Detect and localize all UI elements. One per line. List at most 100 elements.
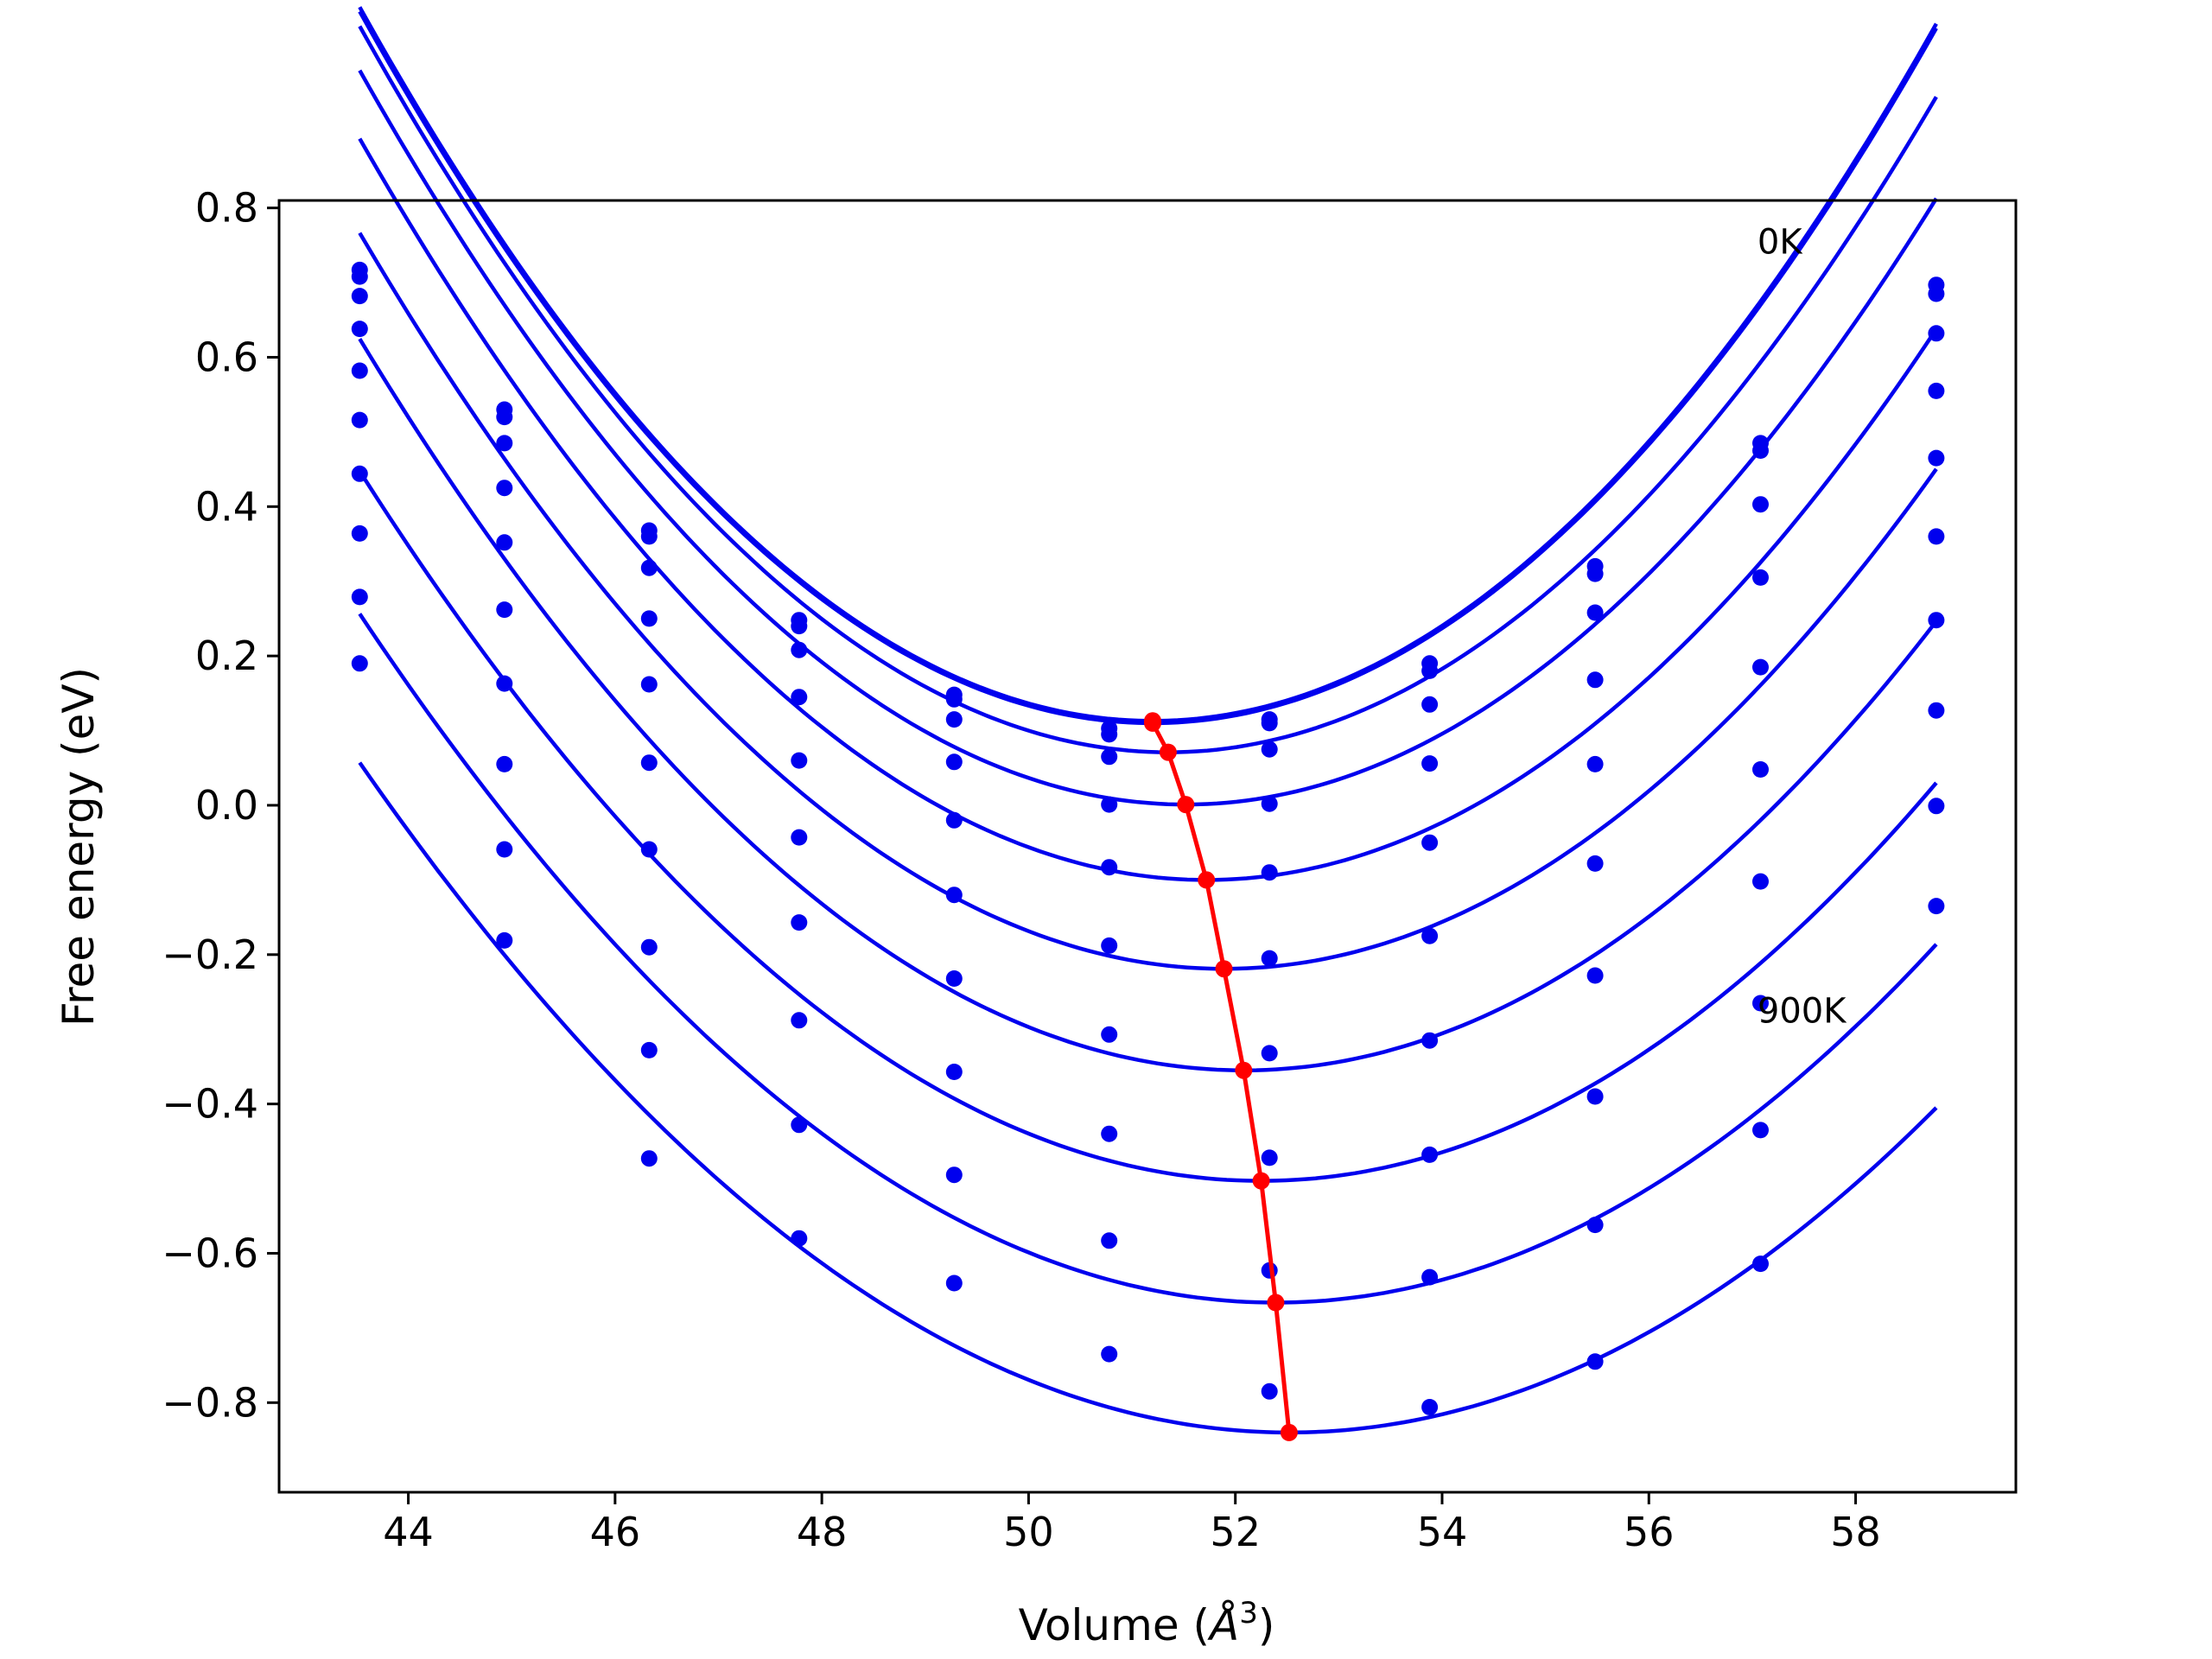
data-point-2-9 <box>1752 496 1769 513</box>
fit-curve-4 <box>358 137 1938 882</box>
data-point-5-8 <box>1586 855 1604 872</box>
data-points <box>351 261 1945 1415</box>
data-point-5-9 <box>1752 761 1769 778</box>
y-tick-label-3: −0.2 <box>162 931 258 978</box>
data-point-4-1 <box>496 534 513 551</box>
minimum-point-9 <box>1280 1423 1298 1441</box>
data-point-3-9 <box>1752 569 1769 586</box>
data-point-9-0 <box>351 655 368 672</box>
data-point-9-7 <box>1421 1399 1439 1415</box>
data-point-1-2 <box>640 528 658 545</box>
x-tick-label-4: 52 <box>1210 1509 1261 1555</box>
data-point-3-4 <box>945 753 963 771</box>
data-point-5-3 <box>791 829 808 846</box>
data-point-6-5 <box>1101 1026 1118 1043</box>
fit-curve-9 <box>358 761 1938 1435</box>
data-point-2-5 <box>1101 748 1118 766</box>
data-point-3-3 <box>791 689 808 706</box>
data-point-5-7 <box>1421 927 1439 944</box>
data-point-3-8 <box>1586 671 1604 689</box>
minimum-point-6 <box>1235 1061 1253 1079</box>
data-point-7-6 <box>1261 1149 1278 1166</box>
fit-curve-5 <box>358 232 1938 971</box>
fit-curve-8 <box>358 613 1938 1305</box>
data-point-5-5 <box>1101 937 1118 954</box>
data-point-3-0 <box>351 321 368 338</box>
data-point-1-1 <box>496 409 513 426</box>
data-point-7-7 <box>1421 1146 1439 1163</box>
data-point-3-7 <box>1421 755 1439 772</box>
minimum-point-4 <box>1198 871 1216 889</box>
data-point-5-0 <box>351 411 368 429</box>
data-point-2-3 <box>791 641 808 658</box>
data-point-7-0 <box>351 524 368 542</box>
x-tick-label-7: 58 <box>1830 1509 1881 1555</box>
y-tick-label-5: 0.2 <box>195 632 258 679</box>
x-axis-ticks: 44 46 48 50 52 54 56 58 <box>383 1492 1881 1555</box>
fit-curve-0 <box>358 6 1938 723</box>
data-point-7-5 <box>1101 1125 1118 1142</box>
data-point-1-4 <box>945 690 963 708</box>
data-point-7-2 <box>640 938 658 956</box>
data-point-5-6 <box>1261 950 1278 967</box>
data-point-2-8 <box>1586 604 1604 621</box>
y-tick-label-6: 0.4 <box>195 483 258 530</box>
data-point-7-1 <box>496 755 513 772</box>
fit-curve-6 <box>358 338 1938 1072</box>
x-tick-label-5: 54 <box>1417 1509 1468 1555</box>
data-point-2-4 <box>945 711 963 728</box>
data-point-6-4 <box>945 970 963 987</box>
y-tick-label-1: −0.6 <box>162 1230 258 1276</box>
data-point-9-6 <box>1261 1382 1278 1400</box>
data-point-1-5 <box>1101 726 1118 743</box>
data-point-2-10 <box>1928 325 1945 342</box>
y-axis-label: Free energy (eV) <box>54 667 104 1027</box>
fit-curve-7 <box>358 470 1938 1183</box>
data-point-9-4 <box>945 1274 963 1292</box>
data-point-9-1 <box>496 931 513 949</box>
data-point-3-10 <box>1928 382 1945 399</box>
x-tick-label-3: 50 <box>1003 1509 1054 1555</box>
data-point-2-7 <box>1421 696 1439 713</box>
data-point-4-3 <box>791 752 808 769</box>
data-point-1-7 <box>1421 662 1439 679</box>
data-point-8-2 <box>640 1041 658 1058</box>
data-point-6-3 <box>791 914 808 931</box>
data-point-4-9 <box>1752 658 1769 676</box>
y-tick-label-7: 0.6 <box>195 334 258 380</box>
data-point-1-6 <box>1261 715 1278 732</box>
data-point-4-7 <box>1421 834 1439 851</box>
data-point-8-1 <box>496 841 513 858</box>
data-point-8-8 <box>1586 1217 1604 1234</box>
minimum-trace <box>1150 721 1292 1433</box>
data-point-3-5 <box>1101 796 1118 813</box>
fit-curve-3 <box>358 69 1938 807</box>
data-point-1-10 <box>1928 285 1945 302</box>
data-point-6-10 <box>1928 612 1945 629</box>
data-point-3-1 <box>496 480 513 497</box>
data-point-8-7 <box>1421 1268 1439 1286</box>
minimum-point-8 <box>1267 1294 1285 1312</box>
x-tick-label-1: 46 <box>590 1509 641 1555</box>
annotation-1: 900K <box>1758 992 1847 1032</box>
data-point-2-1 <box>496 435 513 452</box>
data-point-6-1 <box>496 675 513 692</box>
data-point-1-3 <box>791 618 808 635</box>
annotations: 0K 900K <box>1758 223 1847 1032</box>
data-point-5-10 <box>1928 528 1945 545</box>
data-point-6-6 <box>1261 1045 1278 1062</box>
data-point-4-2 <box>640 676 658 693</box>
x-tick-label-0: 44 <box>383 1509 434 1555</box>
data-point-7-10 <box>1928 702 1945 719</box>
data-point-9-8 <box>1586 1353 1604 1370</box>
data-point-7-4 <box>945 1064 963 1080</box>
data-point-8-5 <box>1101 1232 1118 1249</box>
data-point-5-4 <box>945 887 963 904</box>
data-point-5-1 <box>496 601 513 619</box>
data-point-6-9 <box>1752 873 1769 890</box>
data-point-6-0 <box>351 465 368 482</box>
data-point-8-4 <box>945 1166 963 1184</box>
data-point-6-7 <box>1421 1032 1439 1049</box>
data-point-8-0 <box>351 588 368 606</box>
